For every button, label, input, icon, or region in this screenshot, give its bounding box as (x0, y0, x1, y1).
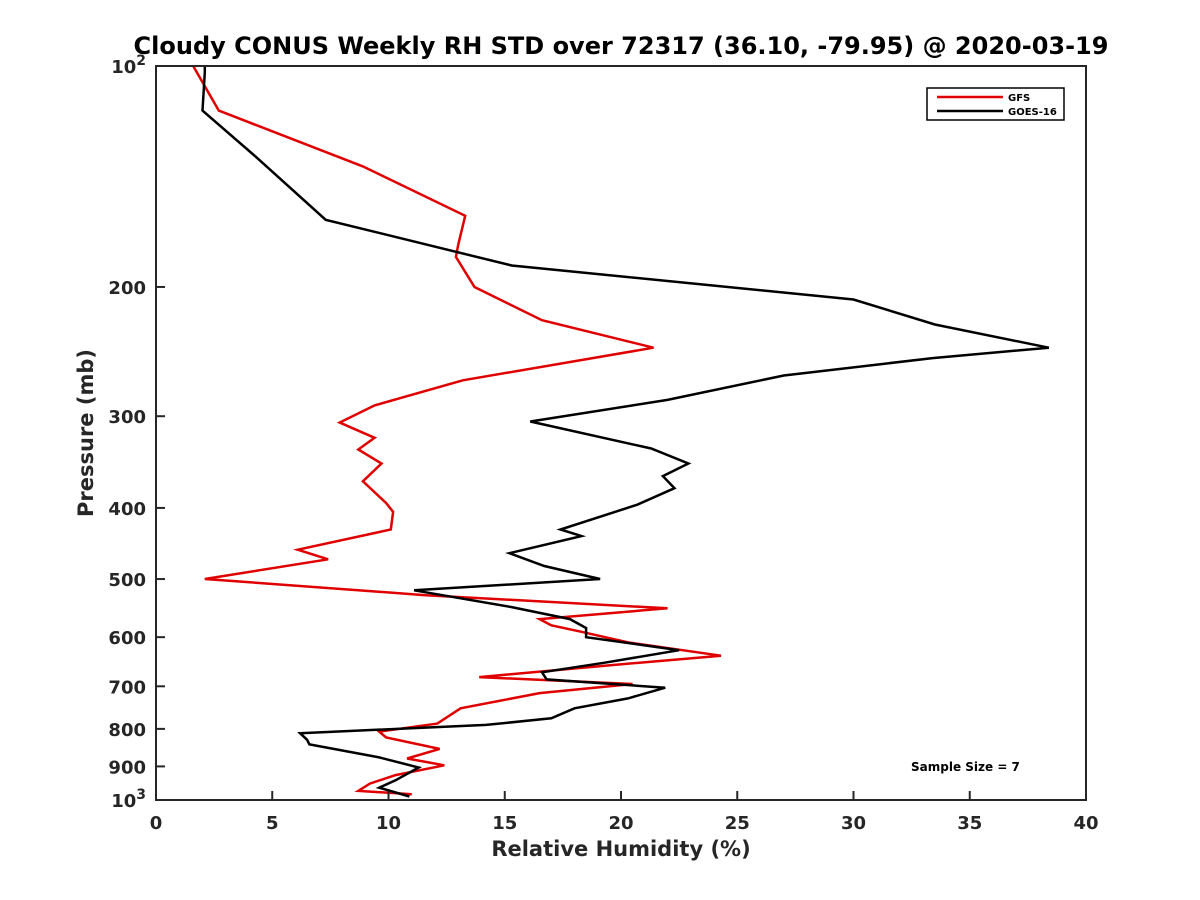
y-tick-label: 600 (108, 628, 146, 649)
y-tick-label: 900 (108, 757, 146, 778)
sample-size-annotation: Sample Size = 7 (911, 760, 1020, 774)
y-tick-label: 400 (108, 499, 146, 520)
x-tick-label: 30 (841, 813, 866, 834)
x-tick-label: 5 (266, 813, 279, 834)
y-tick-label: 500 (108, 570, 146, 591)
series-line-goes16 (201, 66, 1050, 798)
legend-box (926, 87, 1065, 121)
legend-label-gfs: GFS (1008, 93, 1030, 104)
x-tick-label: 0 (150, 813, 163, 834)
x-tick-label: 35 (957, 813, 982, 834)
y-axis-label: Pressure (mb) (74, 349, 98, 517)
series-line-gfs (192, 65, 722, 796)
x-tick-label: 10 (376, 813, 401, 834)
x-tick-label: 25 (725, 813, 750, 834)
x-tick-label: 40 (1073, 813, 1098, 834)
y-tick-label: 800 (108, 720, 146, 741)
y-tick-label: 102 (111, 53, 146, 78)
chart-title: Cloudy CONUS Weekly RH STD over 72317 (3… (134, 32, 1109, 60)
y-tick-label: 200 (108, 278, 146, 299)
x-axis: 0 5 10 15 20 25 30 35 40 (150, 791, 1099, 834)
legend-label-goes16: GOES-16 (1008, 107, 1057, 118)
legend: GFS GOES-16 (926, 87, 1065, 121)
y-tick-label: 300 (108, 407, 146, 428)
x-tick-label: 15 (492, 813, 517, 834)
plot-area (192, 65, 1050, 798)
y-tick-label: 103 (111, 787, 146, 812)
y-axis: 102 200 300 400 500 600 700 800 900 103 (108, 53, 165, 812)
x-axis-label: Relative Humidity (%) (491, 837, 750, 861)
x-tick-label: 20 (608, 813, 633, 834)
y-tick-label: 700 (108, 677, 146, 698)
